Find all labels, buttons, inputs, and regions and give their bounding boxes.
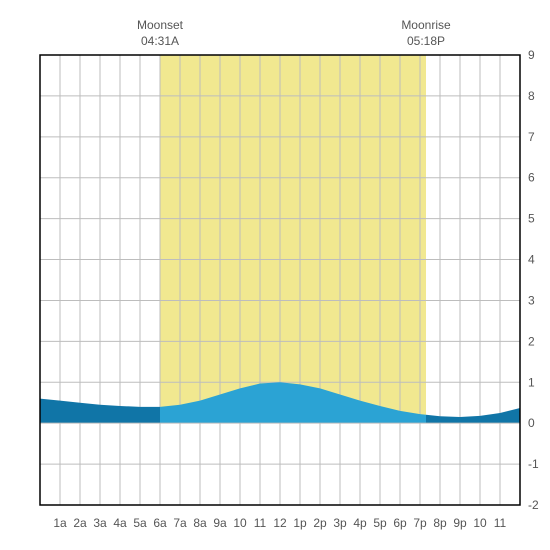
chart-svg: -2-101234567891a2a3a4a5a6a7a8a9a1011121p… [0,0,550,550]
svg-text:8p: 8p [433,516,447,530]
tide-chart: -2-101234567891a2a3a4a5a6a7a8a9a1011121p… [0,0,550,550]
svg-text:4: 4 [528,253,535,267]
svg-text:2a: 2a [73,516,87,530]
svg-text:0: 0 [528,416,535,430]
svg-text:9a: 9a [213,516,227,530]
moonrise-annotation: Moonrise 05:18P [396,18,456,49]
svg-text:4p: 4p [353,516,367,530]
svg-text:3: 3 [528,293,535,307]
svg-text:8a: 8a [193,516,207,530]
svg-text:12: 12 [273,516,287,530]
moonset-annotation: Moonset 04:31A [130,18,190,49]
svg-text:2: 2 [528,334,535,348]
svg-text:-1: -1 [528,457,539,471]
svg-text:1: 1 [528,375,535,389]
svg-text:5a: 5a [133,516,147,530]
svg-text:10: 10 [233,516,247,530]
svg-text:10: 10 [473,516,487,530]
svg-text:2p: 2p [313,516,327,530]
svg-text:6a: 6a [153,516,167,530]
svg-text:9p: 9p [453,516,467,530]
svg-text:11: 11 [494,516,507,530]
svg-text:5: 5 [528,212,535,226]
svg-text:3a: 3a [93,516,107,530]
svg-text:11: 11 [254,516,267,530]
svg-text:7a: 7a [173,516,187,530]
svg-text:1p: 1p [293,516,307,530]
svg-text:7: 7 [528,130,535,144]
svg-text:3p: 3p [333,516,347,530]
svg-text:4a: 4a [113,516,127,530]
svg-text:9: 9 [528,48,535,62]
svg-text:6p: 6p [393,516,407,530]
svg-text:6: 6 [528,171,535,185]
svg-text:-2: -2 [528,498,539,512]
svg-text:7p: 7p [413,516,427,530]
svg-text:8: 8 [528,89,535,103]
svg-text:1a: 1a [53,516,67,530]
svg-text:5p: 5p [373,516,387,530]
